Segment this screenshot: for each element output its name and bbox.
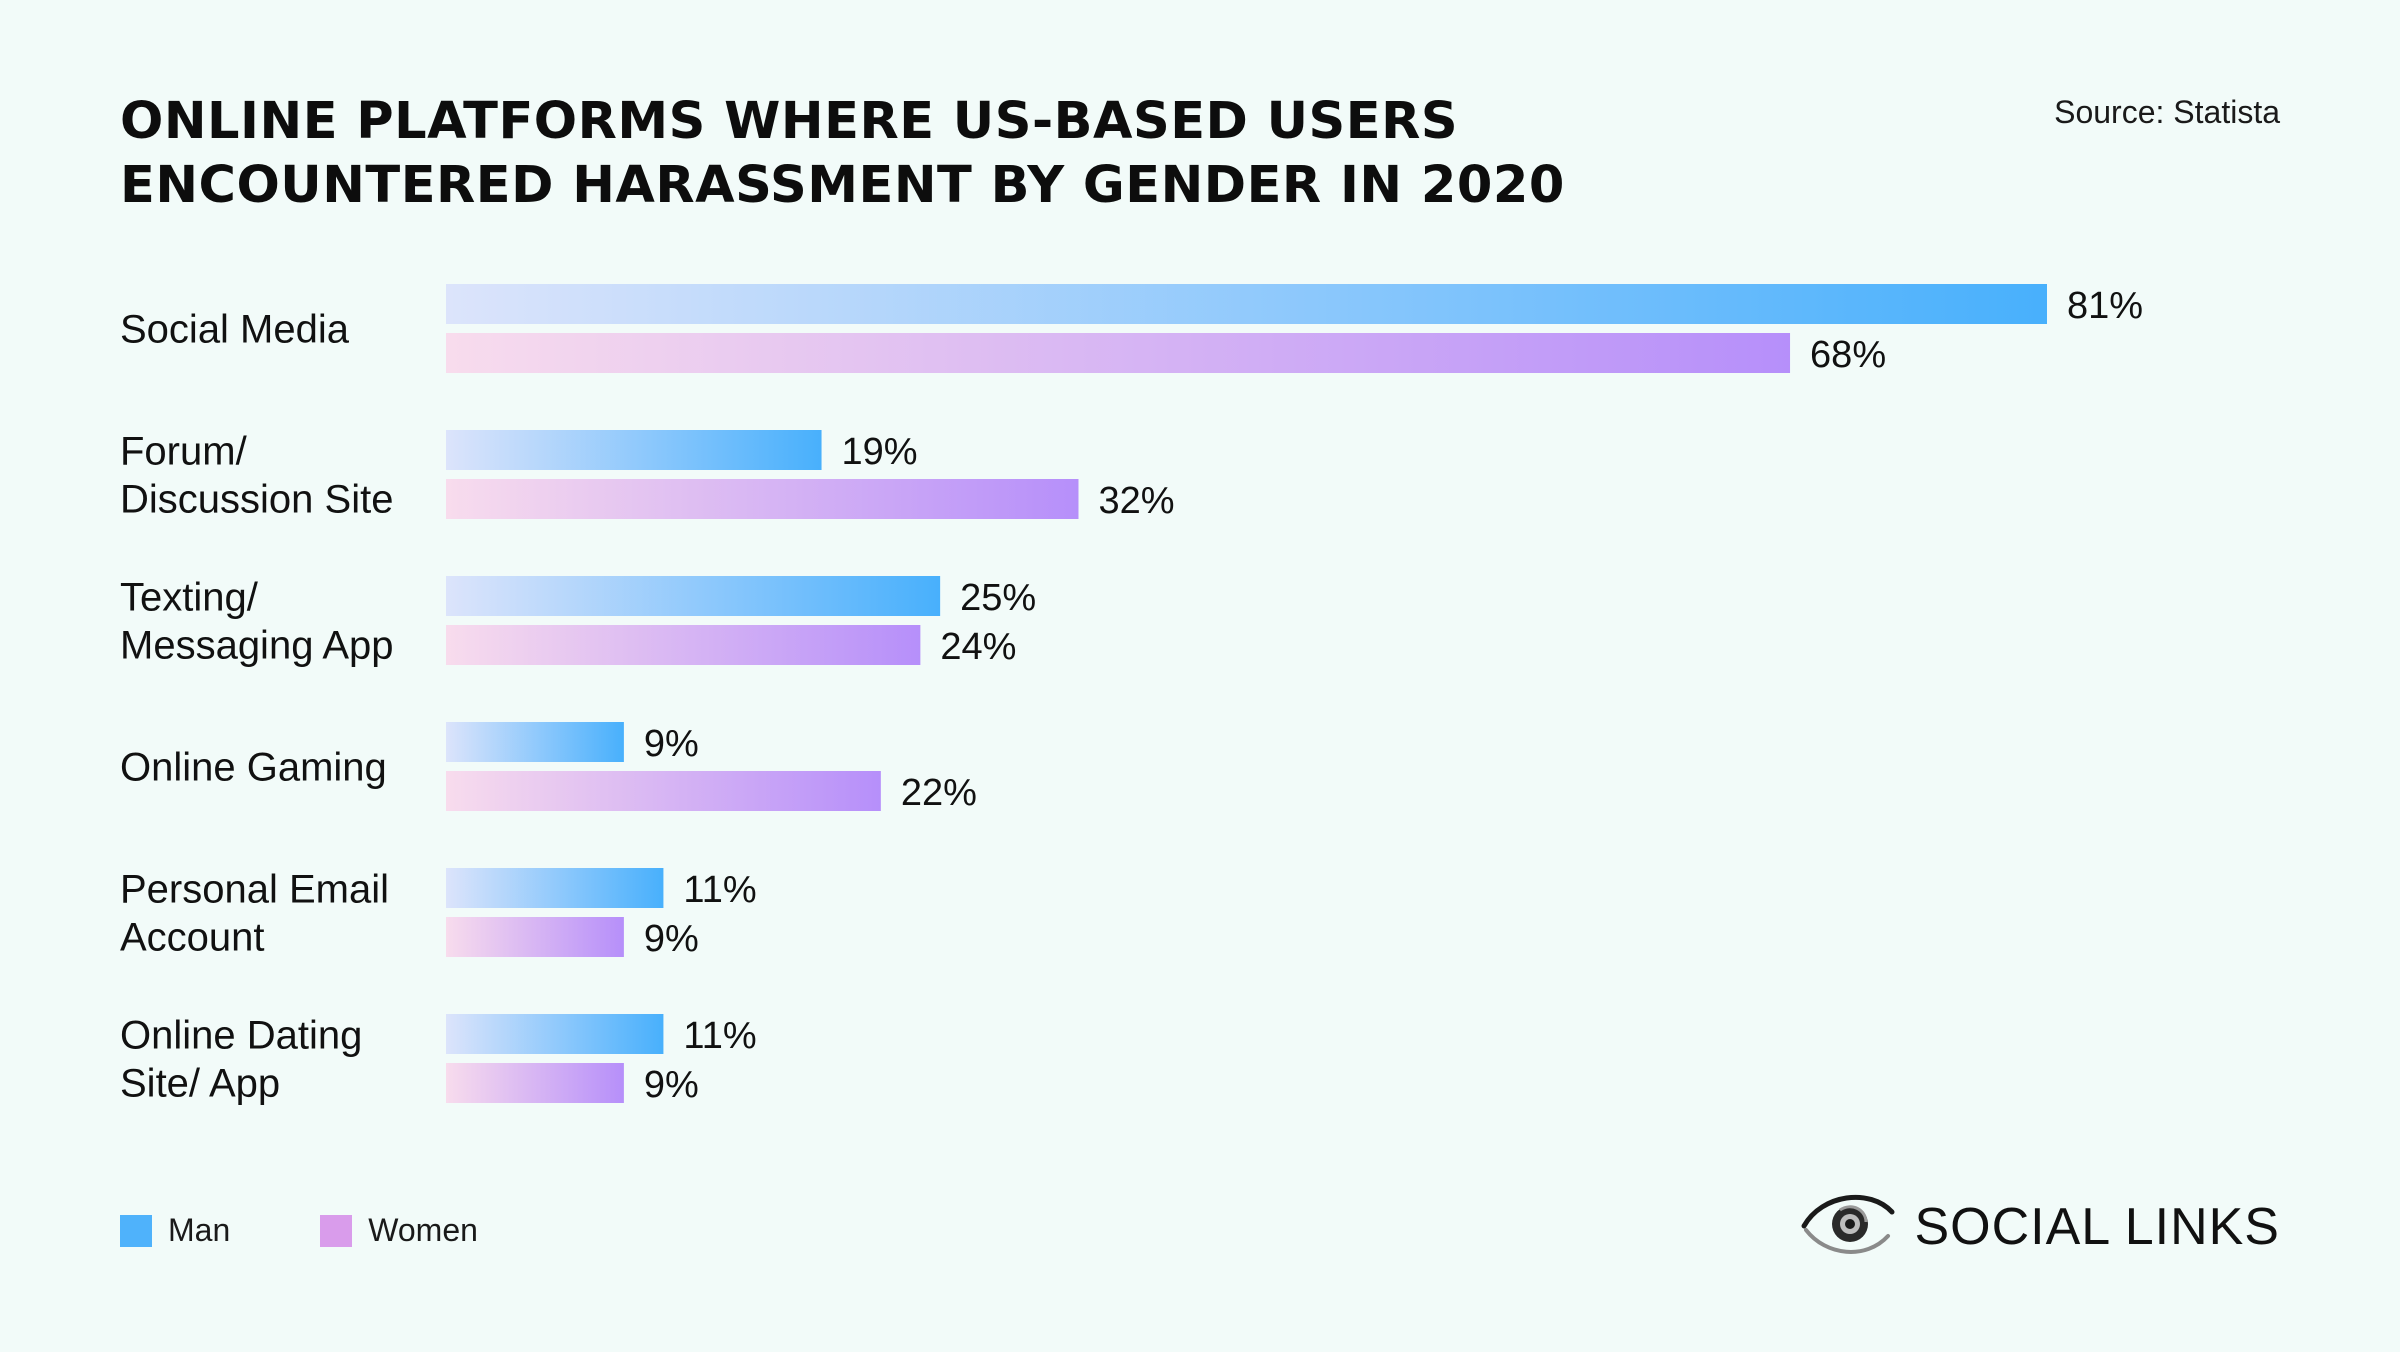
category-label-line: Forum/ — [120, 430, 248, 474]
category-label-online-dating-site-app: Online Dating Site/ App — [120, 1014, 362, 1106]
bar-women-forum-discussion-site — [446, 479, 1079, 519]
value-label-women-online-gaming: 22% — [901, 772, 977, 814]
bar-man-forum-discussion-site — [446, 430, 822, 470]
bar-women-online-gaming — [446, 771, 881, 811]
value-label-women-forum-discussion-site: 32% — [1098, 480, 1174, 522]
bar-man-texting-messaging-app — [446, 576, 941, 616]
chart-title: ONLINE PLATFORMS WHERE US-BASED USERS EN… — [120, 92, 1565, 215]
value-label-man-online-dating-site-app: 11% — [683, 1015, 756, 1057]
category-label-line: Personal Email — [120, 868, 389, 912]
bar-man-personal-email-account — [446, 868, 664, 908]
category-label-line: Texting/ — [120, 576, 259, 620]
bar-man-social-media — [446, 284, 2047, 324]
legend-item-women: Women — [320, 1212, 478, 1249]
category-label-social-media: Social Media — [120, 308, 350, 352]
category-label-line: Social Media — [120, 308, 350, 352]
bar-women-texting-messaging-app — [446, 625, 921, 665]
category-label-texting-messaging-app: Texting/Messaging App — [120, 576, 394, 668]
value-label-women-online-dating-site-app: 9% — [644, 1064, 699, 1106]
value-label-women-texting-messaging-app: 24% — [940, 626, 1016, 668]
category-label-forum-discussion-site: Forum/Discussion Site — [120, 430, 393, 522]
value-label-women-personal-email-account: 9% — [644, 918, 699, 960]
eye-logo-icon — [1800, 1186, 1896, 1267]
bar-women-personal-email-account — [446, 917, 624, 957]
legend-swatch-man — [120, 1214, 152, 1247]
category-label-online-gaming: Online Gaming — [120, 746, 387, 790]
bar-man-online-gaming — [446, 722, 624, 762]
legend: Man Women — [120, 1212, 478, 1249]
legend-label-man: Man — [168, 1212, 231, 1248]
value-label-man-personal-email-account: 11% — [683, 869, 756, 911]
source-note: Source: Statista — [2054, 94, 2280, 130]
category-label-line: Online Gaming — [120, 746, 387, 790]
legend-item-man: Man — [120, 1212, 230, 1249]
brand-logo: SOCIAL LINKS — [1800, 1186, 2280, 1267]
category-label-line: Online Dating — [120, 1014, 362, 1058]
category-label-line: Discussion Site — [120, 478, 393, 522]
value-label-man-social-media: 81% — [2067, 285, 2143, 327]
bar-man-online-dating-site-app — [446, 1014, 664, 1054]
bar-chart: Social Media 81% 68% Forum/Discussion Site 1… — [120, 284, 2143, 1106]
category-label-line: Account — [120, 916, 265, 960]
brand-name: SOCIAL LINKS — [1914, 1197, 2280, 1256]
legend-swatch-women — [320, 1214, 353, 1247]
value-label-man-texting-messaging-app: 25% — [960, 577, 1036, 619]
bar-women-social-media — [446, 333, 1791, 373]
category-label-line: Site/ App — [120, 1062, 280, 1106]
bar-women-online-dating-site-app — [446, 1063, 624, 1103]
legend-label-women: Women — [368, 1212, 478, 1248]
value-label-women-social-media: 68% — [1810, 334, 1886, 376]
category-label-line: Messaging App — [120, 624, 394, 668]
value-label-man-forum-discussion-site: 19% — [842, 431, 918, 473]
category-label-personal-email-account: Personal Email Account — [120, 868, 389, 960]
value-label-man-online-gaming: 9% — [644, 723, 699, 765]
bars-group: Social Media 81% 68% Forum/Discussion Site 1… — [120, 284, 2143, 1106]
